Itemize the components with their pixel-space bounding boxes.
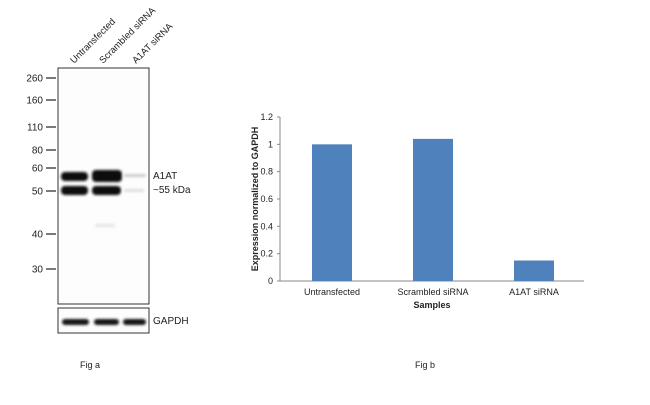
band-upper-lane2 <box>92 170 122 182</box>
band-lower-lane3 <box>124 189 144 192</box>
marker-label: 260 <box>26 74 43 85</box>
bar-chart: 0 0.2 0.4 0.6 0.8 1 1.2 Untransfected Scrambled… <box>250 112 584 370</box>
mw-markers: 260 160 110 80 60 50 40 30 <box>26 74 56 276</box>
western-blot: 260 160 110 80 60 50 40 30 UntransfectedScrambl… <box>26 5 191 370</box>
y-tick-label: 0.4 <box>260 221 273 231</box>
y-axis-title: Expression normalized to GAPDH <box>250 127 260 272</box>
marker-label: 160 <box>26 96 43 107</box>
gapdh-band-lane2 <box>94 319 119 325</box>
y-tick-label: 1.2 <box>260 112 273 122</box>
marker-label: 40 <box>32 230 44 241</box>
y-tick-label: 0.8 <box>260 167 273 177</box>
x-axis-title: Samples <box>413 300 450 310</box>
marker-label: 80 <box>32 146 44 157</box>
marker-label: 50 <box>32 187 44 198</box>
band-lower-lane2 <box>92 186 121 195</box>
band-upper-lane3 <box>124 174 146 177</box>
band-upper-lane1 <box>61 172 88 181</box>
gapdh-band-lane3 <box>123 319 146 325</box>
y-tick-label: 0 <box>268 276 273 286</box>
y-tick-label: 1 <box>268 139 273 149</box>
marker-label: 60 <box>32 164 44 175</box>
bar-scrambled-sirna <box>413 138 453 281</box>
band-label: A1AT <box>153 171 177 182</box>
x-tick-label: A1AT siRNA <box>509 287 559 297</box>
y-tick-label: 0.6 <box>260 194 273 204</box>
gapdh-label: GAPDH <box>153 316 189 327</box>
x-tick-label: Untransfected <box>304 287 360 297</box>
y-tick-label: 0.2 <box>260 249 273 259</box>
band-size-label: ~55 kDa <box>153 185 191 196</box>
bar-a1at-sirna <box>514 260 554 281</box>
marker-label: 110 <box>27 123 43 134</box>
fig-b-caption: Fig b <box>415 360 435 370</box>
faint-band <box>95 224 115 227</box>
gapdh-bands <box>62 319 146 325</box>
gapdh-band-lane1 <box>62 319 89 325</box>
a1at-bands <box>61 170 146 227</box>
marker-label: 30 <box>32 265 44 276</box>
band-lower-lane1 <box>61 186 88 195</box>
fig-a-caption: Fig a <box>80 360 100 370</box>
x-tick-label: Scrambled siRNA <box>397 287 468 297</box>
bar-untransfected <box>312 144 352 281</box>
